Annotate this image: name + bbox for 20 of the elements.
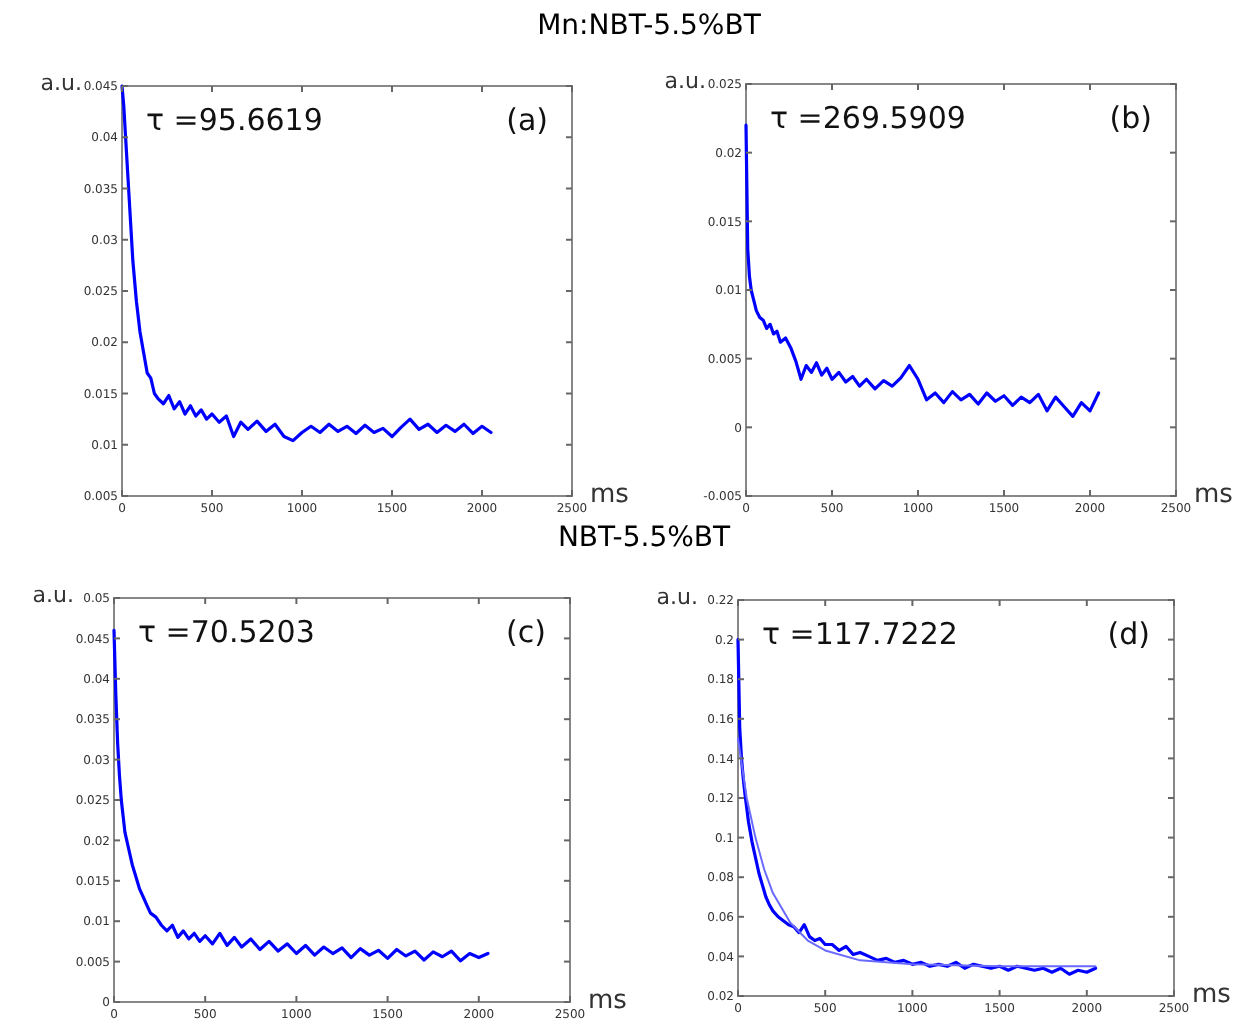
annotation: τ =95.6619 bbox=[146, 102, 323, 138]
text: Mn:NBT-5.5%BT bbox=[537, 10, 762, 42]
y-axis-title: a.u. bbox=[664, 68, 706, 94]
annotation: τ =269.5909 bbox=[770, 100, 966, 136]
line-series bbox=[120, 84, 493, 443]
x-axis-title: ms bbox=[1194, 480, 1234, 510]
line-series bbox=[737, 737, 1097, 968]
text: NBT-5.5%BT bbox=[557, 522, 732, 554]
annotation: τ =117.7222 bbox=[762, 616, 958, 652]
annotation: τ =70.5203 bbox=[138, 614, 315, 650]
annotation: (a) bbox=[506, 102, 548, 138]
annotation: (c) bbox=[506, 614, 546, 650]
y-axis-title: a.u. bbox=[40, 70, 82, 96]
x-axis-title: ms bbox=[588, 986, 628, 1016]
x-axis-title: ms bbox=[590, 480, 630, 510]
annotation: (d) bbox=[1107, 616, 1150, 652]
annotation: (b) bbox=[1109, 100, 1152, 136]
x-axis-title: ms bbox=[1192, 980, 1232, 1010]
y-axis-title: a.u. bbox=[656, 584, 698, 610]
y-axis-title: a.u. bbox=[32, 582, 74, 608]
